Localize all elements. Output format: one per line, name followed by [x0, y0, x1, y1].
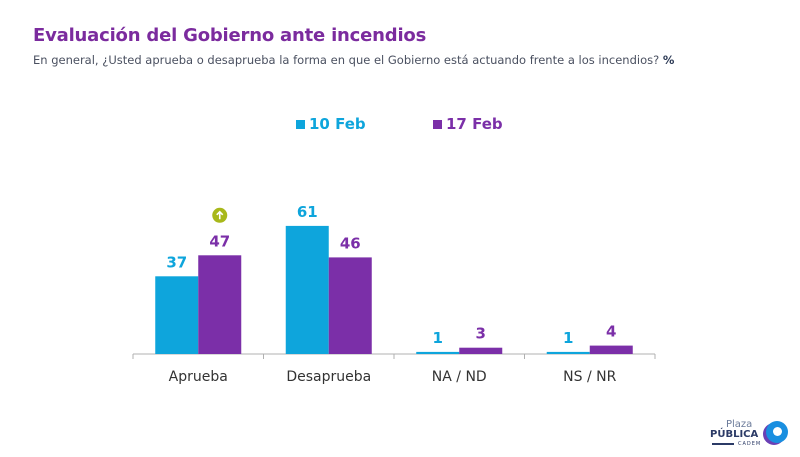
- data-label: 3: [476, 325, 486, 343]
- chart-title: Evaluación del Gobierno ante incendios: [33, 25, 427, 46]
- data-label: 37: [166, 253, 187, 271]
- legend-swatch-series1: [296, 119, 305, 129]
- category-label: NA / ND: [432, 369, 487, 385]
- bar-10-feb: [546, 351, 590, 354]
- data-label: 1: [433, 329, 443, 347]
- logo-underline: [712, 443, 734, 445]
- plaza-publica-logo: Plaza PÚBLICA CADEM: [708, 419, 792, 450]
- bar-17-feb: [459, 347, 503, 354]
- bar-17-feb: [328, 257, 372, 354]
- bar-10-feb: [155, 276, 199, 354]
- legend-label-series2: 17 Feb: [446, 115, 503, 133]
- unit-label: %: [662, 53, 675, 67]
- arrow-up-glyph: [216, 210, 224, 220]
- logo-line1: Plaza: [726, 419, 753, 430]
- legend: 10 Feb 17 Feb: [0, 115, 800, 137]
- legend-item-series1: 10 Feb: [296, 115, 366, 133]
- bar-10-feb: [416, 351, 460, 354]
- category-label: Aprueba: [169, 369, 228, 385]
- question-text: En general, ¿Usted aprueba o desaprueba …: [33, 53, 660, 67]
- category-label: Desaprueba: [286, 369, 371, 385]
- logo-line2: PÚBLICA: [710, 429, 759, 440]
- data-label: 61: [297, 203, 318, 221]
- chart-subtitle: En general, ¿Usted aprueba o desaprueba …: [33, 53, 674, 67]
- category-label: NS / NR: [563, 369, 616, 385]
- legend-swatch-series2: [433, 119, 442, 129]
- bar-17-feb: [589, 345, 633, 354]
- logo-line3: CADEM: [738, 441, 762, 447]
- bar-10-feb: [285, 225, 329, 354]
- legend-label-series1: 10 Feb: [309, 115, 366, 133]
- data-label: 1: [563, 329, 573, 347]
- data-label: 47: [209, 232, 230, 250]
- data-label: 46: [340, 234, 361, 252]
- bar-17-feb: [198, 255, 242, 354]
- logo-mark-icon: [766, 421, 788, 443]
- data-label: 4: [606, 323, 616, 341]
- legend-item-series2: 17 Feb: [433, 115, 503, 133]
